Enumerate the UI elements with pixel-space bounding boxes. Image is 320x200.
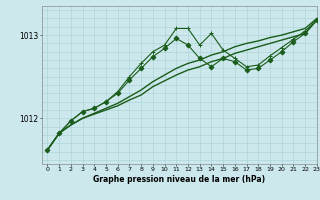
X-axis label: Graphe pression niveau de la mer (hPa): Graphe pression niveau de la mer (hPa) <box>93 175 265 184</box>
